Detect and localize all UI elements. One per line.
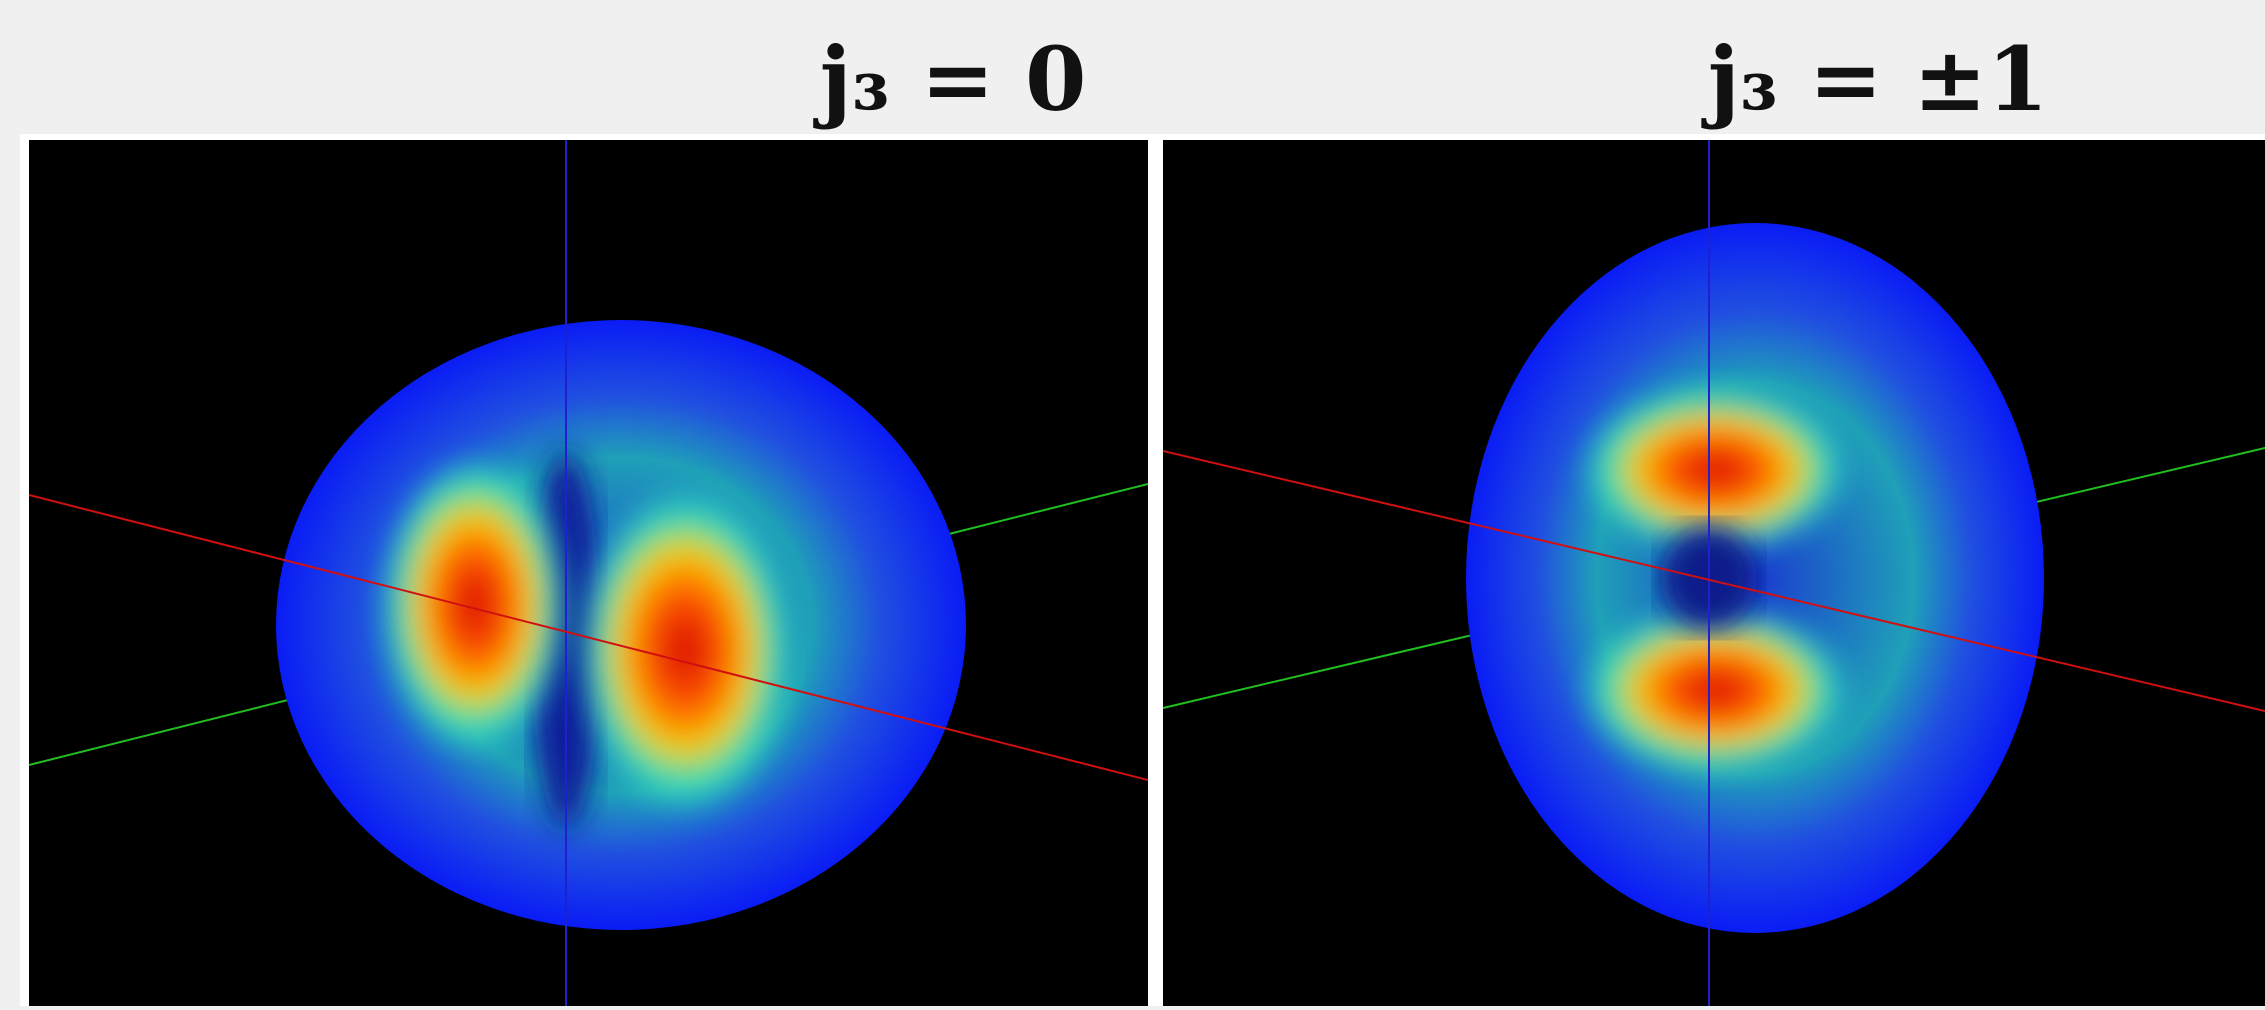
density-lobe xyxy=(1580,605,1850,775)
right-panel xyxy=(1163,140,2265,1006)
panel-title: j₃ = 0 xyxy=(813,27,1087,131)
figure: j₃ = 0 j₃ = ±1 xyxy=(0,0,2265,1006)
panel-title: j₃ = ±1 xyxy=(1701,27,2048,131)
left-panel xyxy=(29,140,1148,1006)
density-lobe xyxy=(380,455,570,755)
density-lobe xyxy=(575,485,795,815)
